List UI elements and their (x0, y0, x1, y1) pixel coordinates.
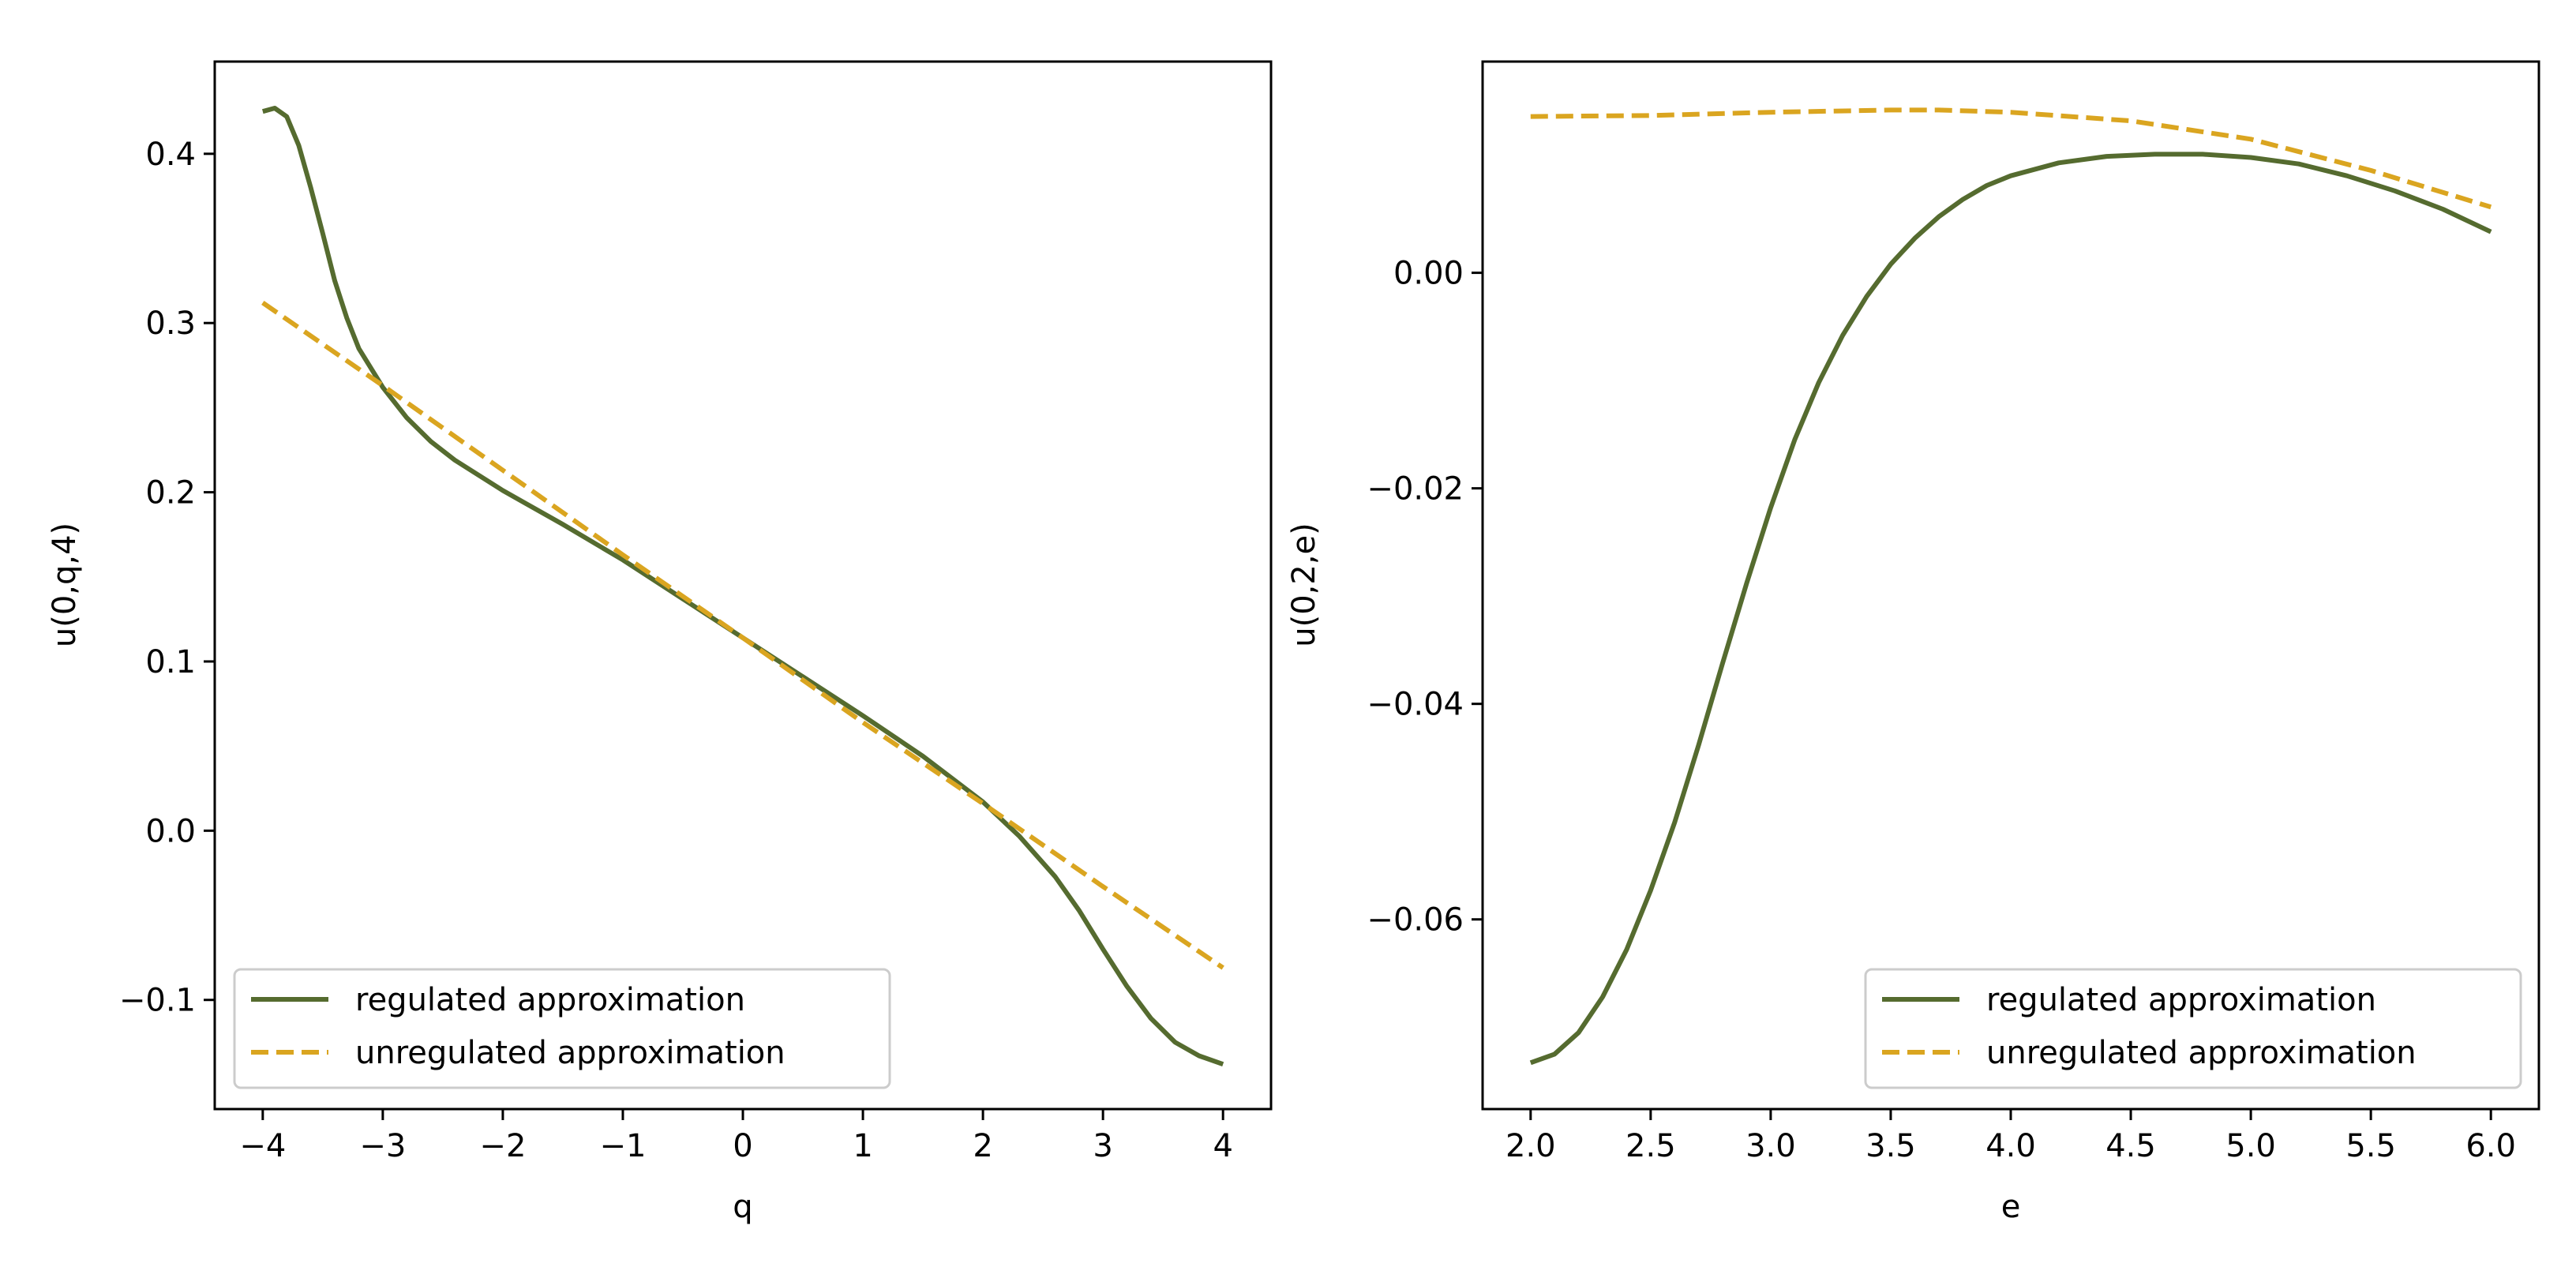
left-x-tick-label: 1 (853, 1128, 872, 1164)
right-y-tick-label: −0.04 (1367, 687, 1464, 723)
left-x-tick-label: −1 (599, 1128, 646, 1164)
left-series-layer (261, 106, 1224, 1067)
right-legend-box (1864, 968, 2522, 1089)
left-plot-frame (213, 60, 1273, 1111)
right-x-tick-label: 2.0 (1505, 1128, 1556, 1164)
right-x-axis-label: e (2001, 1189, 2021, 1225)
left-x-ticks: −4 −3 −2 −1 0 1 2 3 4 (239, 1109, 1233, 1164)
right-plot-frame (1481, 60, 2540, 1111)
left-y-tick-label: −0.1 (119, 983, 196, 1019)
left-x-axis-label: q (733, 1189, 752, 1225)
left-x-tick-label: 0 (733, 1128, 752, 1164)
left-chart-panel: −4 −3 −2 −1 0 1 2 3 4 −0.1 0.0 0.1 0.2 0.3 0.4 q u(0,… (47, 60, 1273, 1225)
right-x-tick-label: 5.0 (2225, 1128, 2276, 1164)
left-x-tick-label: −2 (479, 1128, 526, 1164)
right-y-tick-label: 0.00 (1393, 256, 1464, 292)
right-x-ticks: 2.0 2.5 3.0 3.5 4.0 4.5 5.0 5.5 6.0 (1505, 1109, 2516, 1164)
left-x-tick-label: −4 (239, 1128, 286, 1164)
right-y-axis-label: u(0,2,e) (1286, 523, 1322, 647)
left-y-tick-label: 0.2 (145, 475, 196, 512)
right-x-tick-label: 4.0 (1985, 1128, 2036, 1164)
right-x-tick-label: 3.5 (1865, 1128, 1916, 1164)
right-chart-panel: 2.0 2.5 3.0 3.5 4.0 4.5 5.0 5.5 6.0 −0.06−0.04−0… (1286, 60, 2540, 1225)
left-series-regulated-line (262, 106, 1224, 1067)
left-legend: regulated approximation unregulated appr… (233, 968, 891, 1089)
right-x-tick-label: 3.0 (1745, 1128, 1796, 1164)
left-x-tick-label: −3 (359, 1128, 406, 1164)
right-series-unregulated-line (1530, 107, 2492, 210)
left-y-tick-label: 0.0 (145, 813, 196, 849)
left-series-unregulated-line (261, 301, 1224, 970)
left-x-tick-label: 2 (973, 1128, 992, 1164)
right-x-tick-label: 5.5 (2345, 1128, 2396, 1164)
right-legend-unregulated-label: unregulated approximation (1986, 1035, 2417, 1071)
right-x-tick-label: 6.0 (2465, 1128, 2516, 1164)
right-y-tick-label: −0.06 (1367, 902, 1464, 939)
left-y-tick-label: 0.1 (145, 644, 196, 680)
right-x-tick-label: 4.5 (2105, 1128, 2156, 1164)
left-x-tick-label: 3 (1093, 1128, 1112, 1164)
left-x-tick-label: 4 (1213, 1128, 1232, 1164)
right-series-layer (1529, 107, 2492, 1066)
right-x-tick-label: 2.5 (1625, 1128, 1676, 1164)
left-y-tick-label: 0.3 (145, 305, 196, 342)
left-legend-unregulated-label: unregulated approximation (355, 1035, 786, 1071)
right-legend-regulated-label: regulated approximation (1986, 982, 2376, 1018)
right-series-regulated-line (1529, 152, 2492, 1066)
left-legend-box (233, 968, 891, 1089)
left-y-ticks: −0.1 0.0 0.1 0.2 0.3 0.4 (119, 137, 215, 1019)
right-legend: regulated approximation unregulated appr… (1864, 968, 2522, 1089)
left-y-tick-label: 0.4 (145, 137, 196, 173)
right-y-tick-label: −0.02 (1367, 471, 1464, 508)
right-y-ticks: −0.06 −0.04 −0.02 0.00 (1367, 256, 1483, 939)
left-legend-regulated-label: regulated approximation (355, 982, 745, 1018)
left-y-axis-label: u(0,q,4) (47, 523, 83, 647)
